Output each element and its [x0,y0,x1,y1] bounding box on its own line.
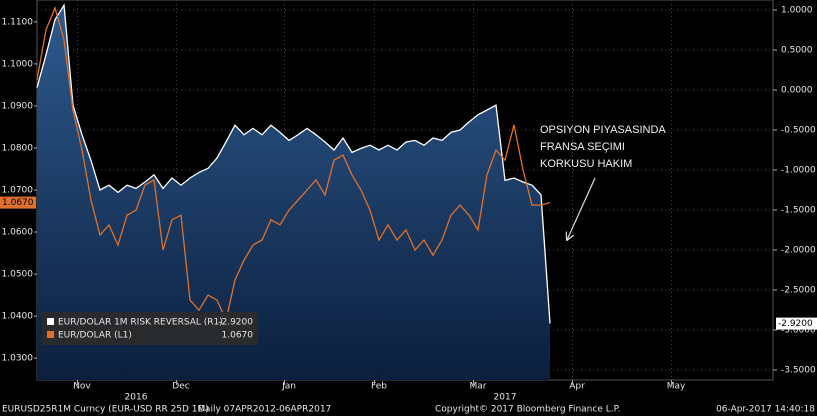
year-label: 2017 [494,393,517,403]
footer-copyright: Copyright© 2017 Bloomberg Finance L.P. [435,405,620,415]
y2-tick-label: -3.5000 [781,366,816,376]
x-tick-label: Jan [281,382,296,392]
y-tick-label: 1.0600 [2,228,34,238]
last-value-label: 1.0670 [2,198,34,208]
annotation-arrow [567,177,596,240]
x-tick-label: Feb [371,382,387,392]
last-value-box [776,317,817,330]
y2-tick-label: -1.5000 [781,206,816,216]
x-tick-label: Mar [470,382,487,392]
legend-label: EUR/DOLAR 1M RISK REVERSAL (R1) [58,318,223,328]
annotation: OPSIYON PIYASASINDA [540,124,666,136]
legend-swatch [47,318,54,325]
footer-timestamp: 06-Apr-2017 14:40:18 [716,405,815,415]
annotation: KORKUSU HAKIM [540,158,632,170]
legend-value: 1.0670 [222,331,254,341]
legend-label: EUR/DOLAR (L1) [58,331,132,341]
last-value-label: -2.9200 [778,319,813,329]
y2-tick-label: -2.0000 [781,246,816,256]
x-tick-label: Nov [73,382,91,392]
y2-tick-label: -0.5000 [781,126,816,136]
y-tick-label: 1.1100 [2,17,34,27]
footer-source: EURUSD25R1M Curncy (EUR-USD RR 25D 1M) [2,405,209,415]
y-tick-label: 1.1000 [2,59,34,69]
footer-range: Daily 07APR2012-06APR2017 [198,405,331,415]
last-value-box [0,196,36,209]
legend-value: -2.9200 [218,318,253,328]
marks [36,3,551,380]
x-tick-label: Apr [569,382,585,392]
y2-tick-label: 0.5000 [781,46,813,56]
legend-swatch [47,331,54,338]
area [37,5,550,380]
y-tick-label: 1.0700 [2,186,34,196]
y-tick-label: 1.0800 [2,143,34,153]
y2-tick-label: 0.0000 [781,86,813,96]
year-label: 2016 [125,393,148,403]
line [36,6,551,323]
y-tick-label: 1.0900 [2,101,34,111]
legend: EUR/DOLAR 1M RISK REVERSAL (R1) -2.9200 … [42,312,258,345]
x-tick-label: May [667,382,686,392]
y-tick-label: 1.0500 [2,270,34,280]
y2-tick-label: -1.0000 [781,166,816,176]
y2-tick-label: 1.0000 [781,6,813,16]
y2-tick-label: -2.5000 [781,286,816,296]
legend-box [42,312,258,345]
x-tick-label: Dec [172,382,189,392]
y2-tick-label: -3.0000 [781,326,816,336]
line [36,3,551,324]
annotation: FRANSA SEÇIMI [540,141,625,153]
y-tick-label: 1.0400 [2,312,34,322]
y-tick-label: 1.0300 [2,354,34,364]
